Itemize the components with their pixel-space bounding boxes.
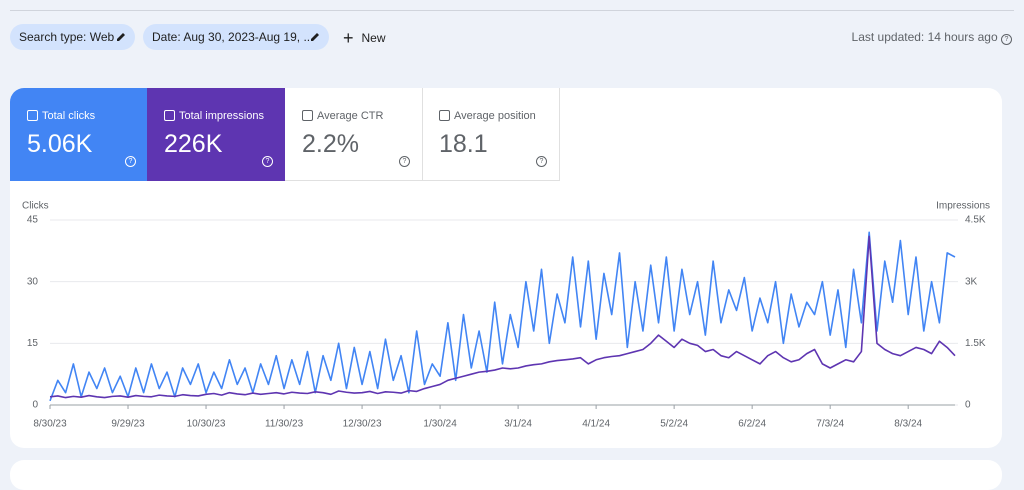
- y-tick-label: 15: [27, 338, 39, 349]
- x-tick-label: 8/30/23: [33, 419, 67, 430]
- metric-tile[interactable]: Average position 18.1?: [422, 88, 560, 181]
- edit-icon: [311, 33, 319, 41]
- x-tick-label: 8/3/24: [894, 419, 922, 430]
- x-tick-label: 12/30/23: [343, 419, 382, 430]
- help-icon: ?: [125, 156, 136, 167]
- metric-label: Average CTR: [317, 110, 384, 122]
- metric-tile[interactable]: Total impressions 226K?: [147, 88, 285, 181]
- x-tick-label: 5/2/24: [660, 419, 688, 430]
- y-tick-label: 30: [27, 276, 39, 287]
- plus-icon: +: [343, 28, 354, 48]
- x-tick-label: 1/30/24: [423, 419, 457, 430]
- x-tick-label: 7/3/24: [816, 419, 844, 430]
- chip-label: Date: Aug 30, 2023-Aug 19, ...: [152, 30, 314, 44]
- metric-value: 18.1: [439, 130, 488, 158]
- y2-tick-label: 3K: [965, 276, 978, 287]
- chip-label: Search type: Web: [19, 30, 115, 44]
- metric-value: 5.06K: [27, 130, 93, 158]
- filter-chip[interactable]: Search type: Web: [10, 24, 135, 50]
- checkbox: [27, 110, 38, 121]
- y2-tick-label: 1.5K: [965, 338, 986, 349]
- series-line: [49, 235, 956, 399]
- next-card: [10, 460, 1002, 490]
- metric-tile[interactable]: Average CTR 2.2%?: [285, 88, 423, 181]
- new-label: New: [361, 31, 386, 45]
- chart: Clicks Impressions 0 15 30 45 0 1.5K 3K 4.5K 8/3…: [22, 201, 990, 430]
- y2-tick-label: 4.5K: [965, 215, 986, 226]
- x-tick-label: 4/1/24: [582, 419, 610, 430]
- y2-tick-label: 0: [965, 400, 971, 411]
- metric-tile[interactable]: Total clicks 5.06K?: [10, 88, 148, 181]
- x-tick-label: 11/30/23: [265, 419, 304, 430]
- divider: [10, 10, 1014, 11]
- edit-icon: [117, 33, 125, 41]
- y-tick-label: 45: [27, 215, 39, 226]
- metric-value: 2.2%: [302, 130, 359, 158]
- performance-card: Total clicks 5.06K? Total impressions 226K…: [10, 88, 1002, 448]
- metric-label: Average position: [454, 110, 536, 122]
- new-button[interactable]: + New: [343, 28, 386, 49]
- y2-axis-label: Impressions: [936, 201, 990, 212]
- metric-label: Total clicks: [42, 110, 96, 122]
- help-icon: ?: [262, 156, 273, 167]
- x-tick-label: 10/30/23: [187, 419, 226, 430]
- help-icon: ?: [536, 156, 547, 167]
- checkbox: [302, 110, 313, 121]
- help-icon: ?: [399, 156, 410, 167]
- series-line: [49, 231, 956, 402]
- checkbox: [164, 110, 175, 121]
- x-tick-label: 9/29/23: [111, 419, 145, 430]
- x-tick-label: 6/2/24: [738, 419, 766, 430]
- last-updated: Last updated: 14 hours ago ?: [852, 30, 1012, 45]
- y-axis-label: Clicks: [22, 201, 49, 212]
- metric-label: Total impressions: [179, 110, 264, 122]
- checkbox: [439, 110, 450, 121]
- metric-value: 226K: [164, 130, 223, 158]
- x-tick-label: 3/1/24: [504, 419, 532, 430]
- y-tick-label: 0: [32, 400, 38, 411]
- help-icon: ?: [1001, 34, 1012, 45]
- last-updated-text: Last updated: 14 hours ago: [851, 30, 998, 44]
- filter-chip[interactable]: Date: Aug 30, 2023-Aug 19, ...: [143, 24, 329, 50]
- page: Search type: Web Date: Aug 30, 2023-Aug …: [10, 10, 1014, 490]
